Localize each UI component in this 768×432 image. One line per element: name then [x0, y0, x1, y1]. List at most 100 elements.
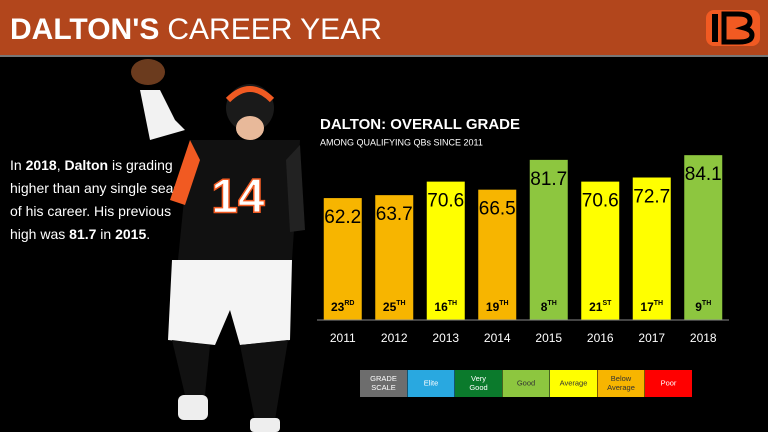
legend-swatch [597, 370, 645, 397]
blurb-segment: , [57, 157, 65, 173]
helmet-stripe [225, 86, 275, 103]
header-title: DALTON'S CAREER YEAR [10, 13, 382, 46]
blurb-segment: of his career. His previous [10, 203, 171, 219]
x-tick-label: 2016 [587, 331, 614, 345]
bar [426, 181, 465, 320]
blurb-segment: 81.7 [69, 226, 96, 242]
chart-title: DALTON: OVERALL GRADE [320, 116, 520, 133]
bar [375, 195, 414, 320]
header-rule [0, 55, 768, 57]
chart-subtitle: AMONG QUALIFYING QBs SINCE 2011 [320, 137, 483, 147]
rank-suffix: RD [344, 300, 354, 307]
rank-label: 17TH [640, 300, 663, 314]
bar [478, 189, 517, 320]
value-label: 84.1 [685, 164, 722, 185]
value-label: 66.5 [479, 199, 516, 220]
team-logo [706, 10, 760, 46]
legend-label: Average [607, 383, 635, 392]
rank-label: 21ST [589, 300, 612, 314]
shoe-right [250, 418, 280, 432]
blurb-segment: . [146, 226, 150, 242]
rank-number: 8 [541, 300, 548, 314]
blurb: In 2018, Dalton is grading higher than an… [10, 157, 196, 242]
rank-number: 21 [589, 300, 603, 314]
rank-number: 16 [434, 300, 448, 314]
blurb-segment: in [96, 226, 115, 242]
bar [581, 181, 620, 320]
value-label: 62.2 [324, 207, 361, 228]
legend-label: Below [611, 374, 632, 383]
blurb-line: In 2018, Dalton is grading [10, 157, 173, 173]
face [236, 116, 264, 140]
jersey [178, 140, 300, 260]
legend-swatch [360, 370, 407, 397]
rank-number: 19 [486, 300, 500, 314]
bar [632, 177, 671, 320]
rank-suffix: TH [396, 300, 405, 307]
value-label: 70.6 [582, 191, 619, 212]
helmet [226, 84, 274, 132]
legend-label: SCALE [371, 383, 396, 392]
x-tick-label: 2011 [330, 331, 356, 345]
bar [684, 155, 723, 320]
rank-label: 8TH [541, 300, 557, 314]
rank-label: 19TH [486, 300, 509, 314]
x-tick-label: 2013 [432, 331, 459, 345]
legend-label: Average [560, 378, 588, 387]
blurb-segment: 2018 [26, 157, 57, 173]
logo-base [706, 10, 760, 46]
rank-suffix: TH [654, 300, 663, 307]
logo-stripe [712, 14, 718, 42]
rank-label: 16TH [434, 300, 457, 314]
logo-b [721, 11, 755, 45]
rank-suffix: TH [448, 300, 457, 307]
blurb-line: high was 81.7 in 2015. [10, 226, 150, 242]
value-label: 72.7 [633, 187, 670, 208]
pants [168, 260, 292, 345]
rank-suffix: ST [602, 300, 612, 307]
legend-label: Elite [424, 378, 439, 387]
shoe-left [178, 395, 208, 420]
title-bold: DALTON'S [10, 13, 159, 46]
title-rest: CAREER YEAR [167, 13, 382, 46]
arm-right [286, 145, 305, 232]
football [131, 59, 165, 85]
blurb-segment: Dalton [65, 157, 109, 173]
arm [140, 90, 185, 140]
blurb-segment: is grading [108, 157, 173, 173]
leg-left [172, 340, 210, 395]
x-tick-label: 2018 [690, 331, 717, 345]
value-label: 81.7 [530, 169, 567, 190]
blurb-segment: high was [10, 226, 69, 242]
player-figure: 14 [131, 59, 305, 432]
legend-swatch [550, 370, 597, 397]
rank-number: 23 [331, 300, 345, 314]
header-bar [0, 0, 768, 55]
legend-swatch [645, 370, 692, 397]
rank-label: 23RD [331, 300, 354, 314]
jersey-number: 14 [211, 171, 265, 224]
value-label: 63.7 [376, 204, 413, 225]
x-tick-label: 2017 [638, 331, 665, 345]
blurb-segment: 2015 [115, 226, 146, 242]
x-tick-label: 2015 [535, 331, 562, 345]
rank-suffix: TH [702, 300, 711, 307]
x-tick-label: 2014 [484, 331, 511, 345]
blurb-segment: higher than any single season [10, 180, 196, 196]
legend-swatch [455, 370, 502, 397]
value-label: 70.6 [427, 191, 464, 212]
rank-number: 9 [695, 300, 702, 314]
rank-suffix: TH [499, 300, 508, 307]
leg-right [240, 340, 288, 420]
bar-chart: 62.223RD201163.725TH201270.616TH201366.5… [317, 155, 729, 397]
legend-swatch [502, 370, 550, 397]
legend-swatch [407, 370, 455, 397]
legend-label: Very [471, 374, 486, 383]
blurb-line: higher than any single season [10, 180, 196, 196]
legend-label: Good [517, 378, 535, 387]
x-tick-label: 2012 [381, 331, 408, 345]
legend-label: Good [469, 383, 487, 392]
bar [529, 159, 568, 320]
rank-number: 17 [640, 300, 654, 314]
